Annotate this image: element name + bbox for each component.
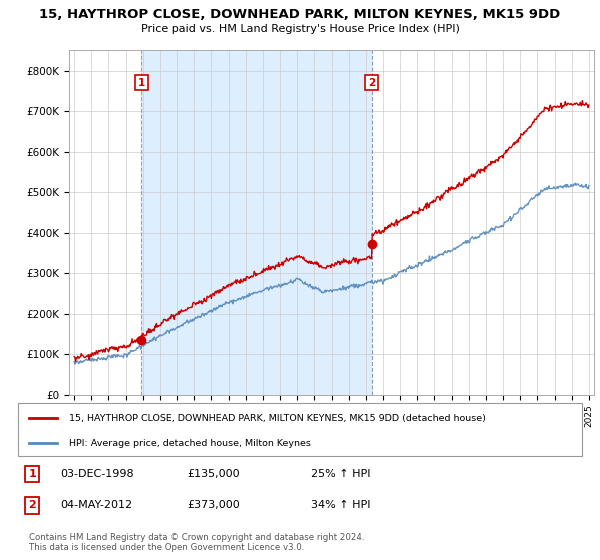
Text: 1: 1 [28,469,36,479]
Bar [142,50,371,395]
Text: £373,000: £373,000 [187,501,240,510]
Text: 15, HAYTHROP CLOSE, DOWNHEAD PARK, MILTON KEYNES, MK15 9DD: 15, HAYTHROP CLOSE, DOWNHEAD PARK, MILTO… [40,8,560,21]
Text: 15, HAYTHROP CLOSE, DOWNHEAD PARK, MILTON KEYNES, MK15 9DD (detached house): 15, HAYTHROP CLOSE, DOWNHEAD PARK, MILTO… [69,414,485,423]
Text: £135,000: £135,000 [187,469,240,479]
Text: 2: 2 [28,501,36,510]
Text: 03-DEC-1998: 03-DEC-1998 [60,469,134,479]
Text: 1: 1 [138,78,145,88]
Text: HPI: Average price, detached house, Milton Keynes: HPI: Average price, detached house, Milt… [69,438,311,447]
FancyBboxPatch shape [18,403,582,456]
Text: 25% ↑ HPI: 25% ↑ HPI [311,469,371,479]
Text: 2: 2 [368,78,375,88]
Text: 34% ↑ HPI: 34% ↑ HPI [311,501,371,510]
Text: Contains HM Land Registry data © Crown copyright and database right 2024.
This d: Contains HM Land Registry data © Crown c… [29,533,365,552]
Text: 04-MAY-2012: 04-MAY-2012 [60,501,133,510]
Text: Price paid vs. HM Land Registry's House Price Index (HPI): Price paid vs. HM Land Registry's House … [140,24,460,34]
